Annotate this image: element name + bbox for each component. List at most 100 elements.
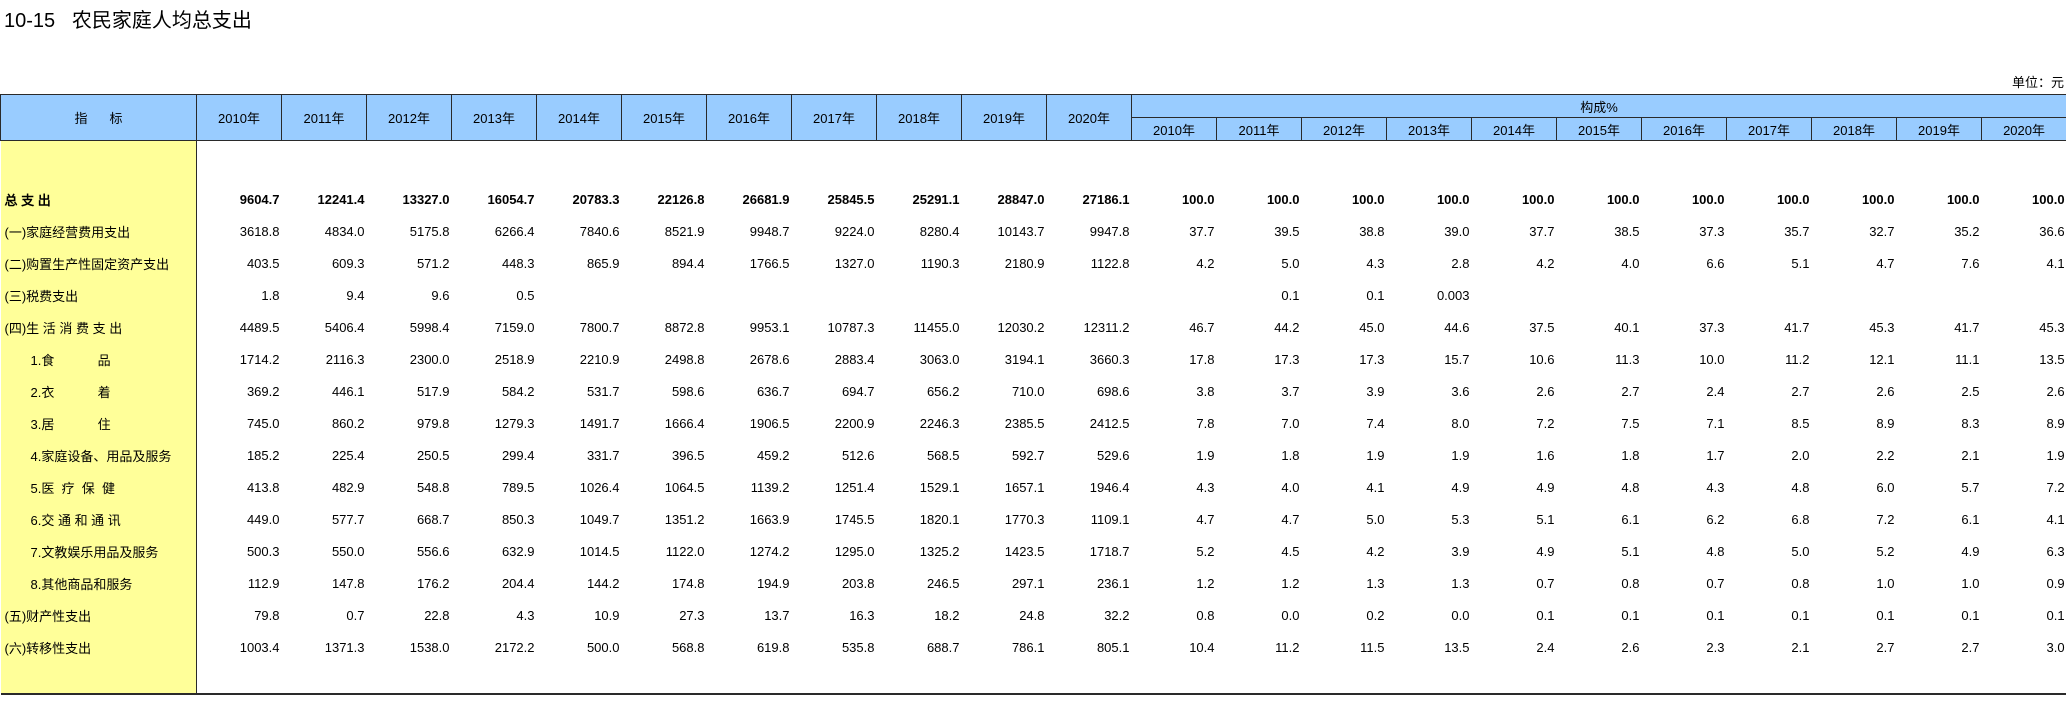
value-cell: 1026.4 <box>579 479 620 495</box>
table-row: 8.其他商品和服务 112.9 147.8 176.2 204.4 144.2 174.8 1… <box>0 567 2066 599</box>
value-cell: 1718.7 <box>1089 543 1130 559</box>
percent-cell: 2.6 <box>1876 383 1895 399</box>
value-cell: 5998.4 <box>409 319 450 335</box>
percent-cell: 6.6 <box>1706 255 1725 271</box>
percent-cell: 1.2 <box>1196 575 1215 591</box>
percent-cell: 7.2 <box>1876 511 1895 527</box>
value-cell: 979.8 <box>416 415 450 431</box>
value-cell: 16054.7 <box>487 191 535 207</box>
percent-cell: 3.9 <box>1451 543 1470 559</box>
table-row: 4.家庭设备、用品及服务 185.2 225.4 250.5 299.4 331.7 396… <box>0 439 2066 471</box>
value-cell: 446.1 <box>331 383 365 399</box>
year-header: 2011年 <box>281 94 367 141</box>
percent-cell: 4.9 <box>1536 543 1555 559</box>
value-cell: 1014.5 <box>579 543 620 559</box>
percent-cell: 0.8 <box>1791 575 1810 591</box>
row-label: 5.医 疗 保 健 <box>0 471 197 503</box>
percent-cell: 1.9 <box>1451 447 1470 463</box>
percent-cell: 15.7 <box>1444 351 1470 367</box>
spacer-cell <box>0 140 197 183</box>
value-cell: 500.0 <box>586 639 620 655</box>
spacer-cell <box>196 663 282 695</box>
spacer-cell <box>537 141 622 184</box>
percent-cell: 4.2 <box>1366 543 1385 559</box>
percent-cell: 7.1 <box>1706 415 1725 431</box>
spacer-cell <box>366 663 452 695</box>
composition-year-header: 2016年 <box>1641 117 1727 141</box>
value-cell: 1663.9 <box>749 511 790 527</box>
value-cell: 176.2 <box>416 575 450 591</box>
value-cell: 12030.2 <box>997 319 1045 335</box>
value-cell: 79.8 <box>254 607 280 623</box>
spacer-cell <box>281 663 367 695</box>
value-cell: 24.8 <box>1019 607 1045 623</box>
percent-cell: 2.3 <box>1706 639 1725 655</box>
percent-cell: 17.3 <box>1359 351 1385 367</box>
value-cell: 1946.4 <box>1089 479 1130 495</box>
value-cell: 9953.1 <box>749 319 790 335</box>
value-cell: 568.5 <box>926 447 960 463</box>
percent-cell: 4.7 <box>1281 511 1300 527</box>
value-cell: 619.8 <box>756 639 790 655</box>
percent-cell: 1.9 <box>1196 447 1215 463</box>
percent-cell: 11.3 <box>1615 351 1640 367</box>
percent-cell: 2.7 <box>1876 639 1895 655</box>
percent-cell: 4.9 <box>1536 479 1555 495</box>
composition-year-header: 2018年 <box>1811 117 1897 141</box>
value-cell: 147.8 <box>331 575 365 591</box>
value-cell: 2518.9 <box>494 351 535 367</box>
year-header: 2010年 <box>196 94 282 141</box>
value-cell <box>877 279 962 311</box>
value-cell <box>537 279 622 311</box>
spacer-cell <box>1812 141 1897 184</box>
value-cell: 25845.5 <box>827 191 875 207</box>
percent-cell: 0.1 <box>1536 607 1555 623</box>
value-cell: 592.7 <box>1011 447 1045 463</box>
spacer-cell <box>1982 141 2066 184</box>
value-cell: 12241.4 <box>317 191 365 207</box>
percent-cell: 5.0 <box>1791 543 1810 559</box>
spacer-cell <box>877 141 962 184</box>
percent-cell: 1.3 <box>1366 575 1385 591</box>
value-cell: 1295.0 <box>834 543 875 559</box>
unit-label: 单位：元 <box>2011 75 2064 90</box>
spacer-cell <box>1897 141 1982 184</box>
percent-cell: 5.0 <box>1366 511 1385 527</box>
value-cell: 4.3 <box>516 607 535 623</box>
percent-cell: 1.8 <box>1621 447 1640 463</box>
value-cell: 1.8 <box>261 287 280 303</box>
value-cell: 194.9 <box>756 575 790 591</box>
value-cell: 1666.4 <box>664 415 705 431</box>
composition-year-header: 2010年 <box>1131 117 1217 141</box>
value-cell: 568.8 <box>671 639 705 655</box>
value-cell: 8521.9 <box>664 223 705 239</box>
value-cell: 25291.1 <box>912 191 960 207</box>
percent-cell: 100.0 <box>1776 191 1810 207</box>
percent-cell: 2.7 <box>1961 639 1980 655</box>
spacer-cell <box>1216 663 1302 695</box>
composition-year-header: 2020年 <box>1980 117 2066 141</box>
table-row: 1.食 品 1714.2 2116.3 2300.0 2518.9 2210.9 2498.… <box>0 343 2066 375</box>
spacer-cell <box>1132 141 1217 184</box>
spacer-cell <box>197 141 282 184</box>
percent-cell: 0.1 <box>1706 607 1725 623</box>
value-cell: 1327.0 <box>834 255 875 271</box>
value-cell: 297.1 <box>1011 575 1045 591</box>
percent-cell: 11.2 <box>1275 639 1300 655</box>
year-header: 2017年 <box>791 94 877 141</box>
year-header: 2020年 <box>1046 94 1132 141</box>
spacer-cell <box>1556 663 1642 695</box>
value-cell: 482.9 <box>331 479 365 495</box>
row-label: (六)转移性支出 <box>0 631 197 663</box>
spacer-cell <box>1386 663 1472 695</box>
value-cell: 500.3 <box>246 543 280 559</box>
year-header: 2013年 <box>451 94 537 141</box>
percent-cell: 35.7 <box>1784 223 1810 239</box>
percent-cell: 4.8 <box>1791 479 1810 495</box>
value-cell: 1251.4 <box>834 479 875 495</box>
value-cell: 7159.0 <box>494 319 535 335</box>
value-cell: 246.5 <box>926 575 960 591</box>
value-cell: 203.8 <box>841 575 875 591</box>
value-cell: 250.5 <box>416 447 450 463</box>
percent-cell: 17.8 <box>1189 351 1215 367</box>
